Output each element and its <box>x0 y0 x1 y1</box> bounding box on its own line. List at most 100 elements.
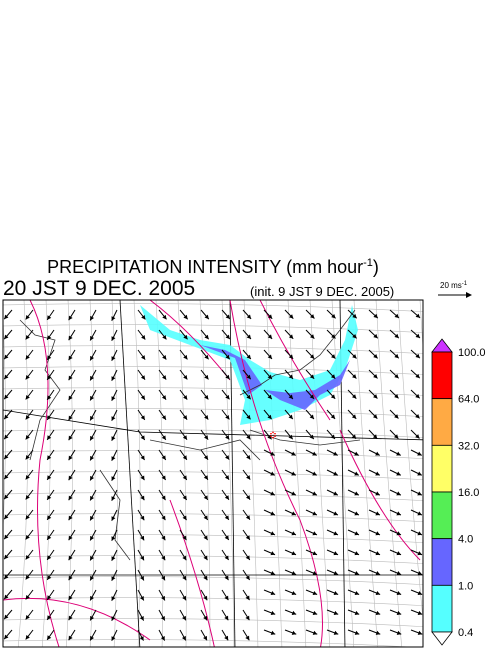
wind-arrow <box>111 549 118 561</box>
wind-arrow <box>25 469 34 480</box>
wind-arrow <box>111 349 118 361</box>
wind-arrow-head <box>417 471 422 476</box>
wind-arrow-head <box>288 314 294 319</box>
wind-arrow <box>368 369 378 379</box>
wind-arrow-head <box>333 630 339 635</box>
wind-arrow <box>242 409 251 420</box>
wind-arrow-head <box>204 374 209 380</box>
wind-arrow <box>179 409 188 420</box>
wind-arrow-head <box>47 495 52 500</box>
wind-arrow <box>368 349 378 359</box>
wind-arrow-head <box>352 374 357 379</box>
wind-arrow <box>368 509 381 516</box>
wind-arrow <box>179 449 188 461</box>
wind-arrow <box>89 629 97 641</box>
wind-arrow-head <box>183 354 188 360</box>
wind-arrow <box>3 429 13 440</box>
wind-arrow <box>158 589 166 601</box>
wind-arrow <box>305 589 318 596</box>
wind-arrow <box>368 549 381 556</box>
wind-arrow-head <box>396 511 401 516</box>
wind-arrow-head <box>396 531 401 536</box>
wind-arrow <box>284 509 297 516</box>
wind-arrow-head <box>354 471 359 476</box>
wind-arrow-head <box>162 355 167 360</box>
wind-arrow-head <box>140 395 145 400</box>
wind-arrow <box>179 369 188 380</box>
wind-arrow-head <box>246 334 251 339</box>
wind-arrow-head <box>111 356 116 361</box>
wind-arrow-head <box>331 354 336 359</box>
wind-arrow <box>263 569 276 576</box>
wind-arrow <box>200 449 209 461</box>
wind-arrow-head <box>47 335 52 340</box>
wind-arrow-head <box>161 575 166 581</box>
wind-arrow <box>89 449 97 461</box>
wind-arrow <box>3 509 13 520</box>
wind-arrow <box>46 529 55 541</box>
coastline <box>19 319 61 461</box>
colorbar-segment <box>431 538 453 586</box>
wind-arrow-head <box>291 590 297 596</box>
wind-arrow-head <box>140 475 145 481</box>
wind-arrow-head <box>68 375 73 381</box>
wind-arrow-head <box>25 554 30 560</box>
wind-reference-text: 20 ms <box>440 281 462 290</box>
wind-arrow <box>221 529 230 541</box>
wind-arrow <box>89 429 97 441</box>
wind-arrow <box>263 489 276 496</box>
wind-arrow-head <box>375 451 380 456</box>
wind-arrow-head <box>161 495 166 501</box>
wind-arrow <box>200 409 209 420</box>
wind-arrow <box>221 509 230 521</box>
wind-arrow <box>389 409 399 419</box>
wind-arrow <box>389 429 399 439</box>
wind-arrow-head <box>111 456 116 461</box>
wind-arrow-head <box>224 555 229 561</box>
wind-arrow-head <box>352 333 357 339</box>
wind-arrow-head <box>246 454 251 460</box>
wind-arrow <box>158 489 166 501</box>
wind-arrow <box>347 529 360 536</box>
wind-arrow-head <box>90 535 95 541</box>
wind-arrow-head <box>267 374 272 380</box>
wind-arrow-head <box>354 630 360 635</box>
wind-arrow-head <box>225 334 230 340</box>
wind-arrow-head <box>396 590 402 596</box>
wind-arrow <box>389 449 401 456</box>
wind-arrow <box>3 549 13 560</box>
wind-arrow <box>46 549 55 561</box>
wind-arrow-head <box>25 414 30 420</box>
wind-arrow-head <box>4 534 9 540</box>
wind-arrow <box>158 369 167 380</box>
wind-arrow-head <box>351 394 357 399</box>
wind-arrow-head <box>354 511 359 516</box>
wind-arrow-head <box>415 313 421 318</box>
wind-arrow <box>221 449 230 460</box>
wind-arrow-head <box>182 595 187 601</box>
wind-arrow <box>347 589 360 596</box>
wind-arrow <box>389 469 402 476</box>
wind-arrow-head <box>68 495 73 501</box>
wind-arrow <box>305 569 318 576</box>
colorbar-label: 4.0 <box>458 534 473 546</box>
graticule <box>3 576 423 585</box>
wind-arrow <box>200 509 209 521</box>
wind-arrow-head <box>204 415 209 420</box>
colorbar-label: 32.0 <box>458 440 479 452</box>
wind-arrow <box>305 409 315 420</box>
wind-arrow <box>410 589 423 596</box>
wind-arrow <box>368 469 381 476</box>
wind-arrow-head <box>203 595 208 601</box>
wind-arrow <box>242 529 251 541</box>
wind-arrow <box>284 329 294 340</box>
wind-arrow-head <box>139 636 144 641</box>
wind-arrow-head <box>312 531 317 536</box>
wind-arrow-head <box>47 375 52 380</box>
wind-arrow <box>68 329 76 341</box>
wind-arrow-head <box>310 314 315 319</box>
boundary <box>119 300 141 647</box>
wind-arrow <box>284 469 297 476</box>
graticule <box>3 387 423 396</box>
wind-arrow-head <box>267 434 272 440</box>
